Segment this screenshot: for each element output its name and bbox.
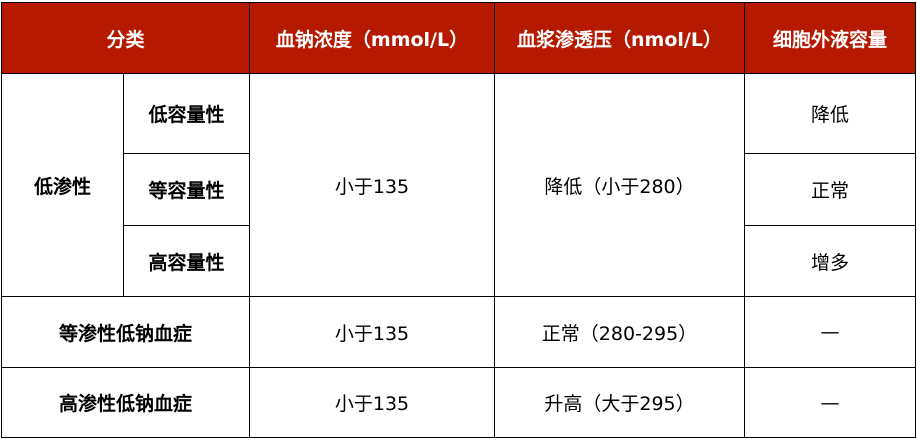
- table-row: 等渗性低钠血症 小于135 正常（280-295） —: [1, 296, 916, 368]
- row-osmolality: 正常（280-295）: [494, 296, 745, 368]
- row-label: 等渗性低钠血症: [1, 296, 250, 368]
- row-osmolality: 升高（大于295）: [494, 367, 745, 438]
- hypo-sodium: 小于135: [249, 73, 495, 297]
- hypo-osmolality: 降低（小于280）: [494, 73, 745, 297]
- header-volume: 细胞外液容量: [744, 2, 916, 74]
- header-sodium: 血钠浓度（mmol/L）: [249, 2, 495, 74]
- row-label: 高渗性低钠血症: [1, 367, 250, 438]
- subtype-label: 高容量性: [123, 225, 250, 297]
- row-volume: —: [744, 296, 916, 368]
- row-volume: —: [744, 367, 916, 438]
- subtype-volume: 正常: [744, 153, 916, 226]
- table-row: 高容量性 增多: [2, 225, 916, 297]
- row-sodium: 小于135: [249, 367, 495, 438]
- table-row: 高渗性低钠血症 小于135 升高（大于295） —: [1, 367, 916, 438]
- header-category: 分类: [1, 2, 250, 74]
- header-osmolality: 血浆渗透压（nmol/L）: [494, 2, 745, 74]
- subtype-volume: 增多: [744, 225, 916, 297]
- subtype-volume: 降低: [744, 73, 916, 154]
- table-row: 等容量性 正常: [2, 153, 916, 226]
- header-row: 分类 血钠浓度（mmol/L） 血浆渗透压（nmol/L） 细胞外液容量: [1, 2, 916, 74]
- hypo-label: 低渗性: [1, 73, 124, 297]
- table-row: 低渗性 低容量性 小于135 降低（小于280） 降低: [1, 73, 916, 297]
- row-sodium: 小于135: [249, 296, 495, 368]
- subtype-label: 等容量性: [123, 153, 250, 226]
- subtype-label: 低容量性: [123, 73, 250, 154]
